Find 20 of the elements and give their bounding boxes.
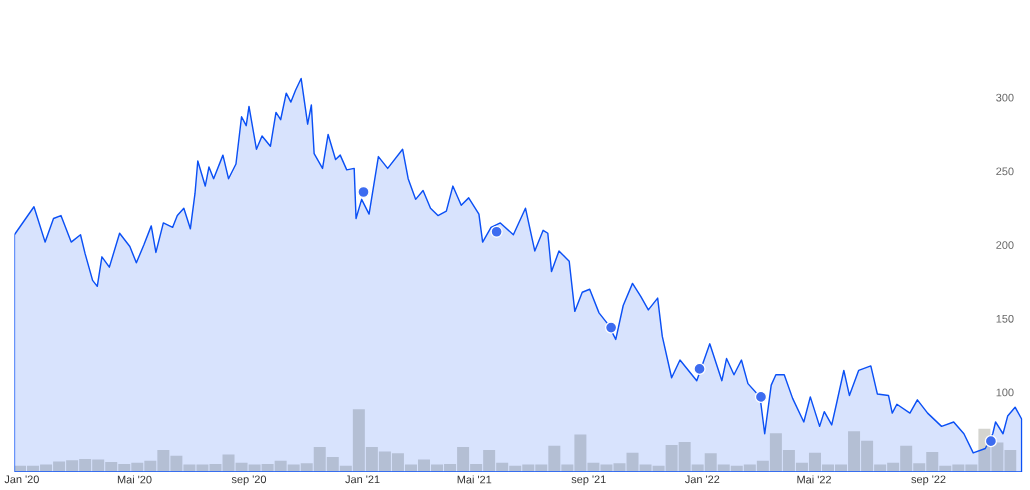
point <box>604 321 618 334</box>
x-tick-label: Mai '21 <box>457 475 492 484</box>
x-tick-label: Mai '20 <box>117 475 152 484</box>
point <box>984 435 998 448</box>
x-tick-label: Jan '22 <box>684 475 720 484</box>
x-tick-label: Mai '22 <box>797 475 831 484</box>
y-tick-label: 300 <box>996 93 1014 102</box>
y-tick-label: 200 <box>996 241 1014 250</box>
x-tick-label: sep '21 <box>571 475 606 486</box>
y-tick-label: 100 <box>996 388 1014 397</box>
point <box>357 185 370 199</box>
x-tick-label: sep '22 <box>911 475 946 486</box>
x-tick-label: Jan '21 <box>345 475 380 484</box>
point <box>693 362 706 376</box>
y-tick-label: 250 <box>996 167 1014 176</box>
point <box>490 225 503 239</box>
point <box>754 390 768 404</box>
x-tick-label: Jan '20 <box>4 475 39 484</box>
x-tick-label: sep '20 <box>231 475 267 486</box>
y-tick-label: 150 <box>996 315 1014 323</box>
